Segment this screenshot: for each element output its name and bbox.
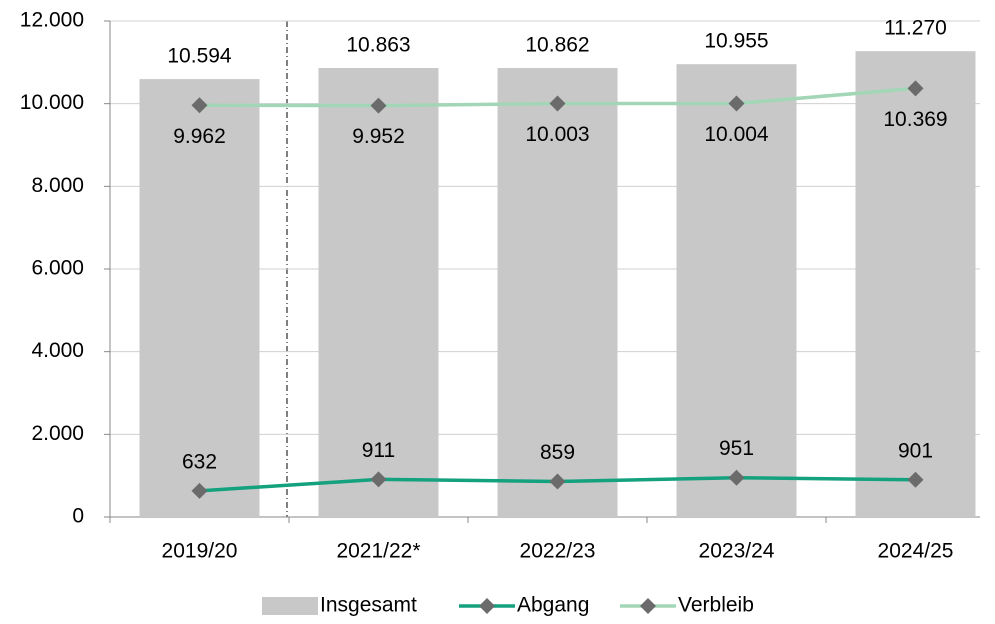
line-value-label: 9.962 (173, 125, 226, 148)
line-value-label: 632 (182, 450, 217, 473)
y-tick-label: 6.000 (31, 257, 84, 280)
x-tick-label: 2019/20 (162, 540, 238, 563)
marker (370, 97, 387, 114)
legend-marker (479, 598, 495, 614)
y-tick-label: 4.000 (31, 339, 84, 362)
bar (855, 51, 976, 517)
marker (370, 471, 387, 488)
line-value-label: 911 (362, 439, 395, 462)
y-tick-label: 10.000 (20, 91, 84, 114)
line-value-label: 10.004 (704, 123, 769, 146)
marker (728, 95, 745, 112)
line-value-label: 10.369 (883, 108, 947, 131)
marker (549, 473, 566, 490)
marker (549, 95, 566, 112)
line-value-label: 901 (898, 439, 933, 462)
bar-value-label: 10.955 (704, 30, 768, 53)
y-tick-label: 0 (72, 505, 84, 528)
legend-label: Verbleib (678, 594, 754, 617)
marker (191, 97, 208, 114)
marker (907, 80, 924, 97)
x-tick-label: 2021/22* (336, 540, 420, 563)
bar (497, 68, 618, 518)
marker (728, 469, 745, 486)
line-value-label: 9.952 (352, 125, 405, 148)
bar-value-label: 11.270 (884, 17, 947, 40)
line-value-label: 951 (719, 437, 754, 460)
legend-marker (640, 598, 656, 614)
bar-value-label: 10.594 (167, 45, 232, 68)
line-value-label: 10.003 (525, 123, 589, 146)
bar-value-label: 10.862 (525, 34, 589, 57)
marker (907, 471, 924, 488)
x-tick-label: 2023/24 (699, 540, 775, 563)
y-tick-label: 2.000 (31, 422, 84, 445)
x-tick-label: 2024/25 (878, 540, 954, 563)
legend-label: Insgesamt (320, 594, 417, 617)
legend-swatch (262, 597, 318, 615)
bar (318, 67, 439, 517)
bar (139, 79, 260, 517)
bar (676, 64, 797, 518)
y-tick-label: 8.000 (31, 174, 84, 197)
y-tick-label: 12.000 (20, 9, 84, 32)
bar-value-label: 10.863 (346, 34, 410, 57)
legend-label: Abgang (517, 594, 589, 617)
line-value-label: 859 (540, 441, 575, 464)
marker (191, 482, 208, 499)
x-tick-label: 2022/23 (520, 540, 596, 563)
